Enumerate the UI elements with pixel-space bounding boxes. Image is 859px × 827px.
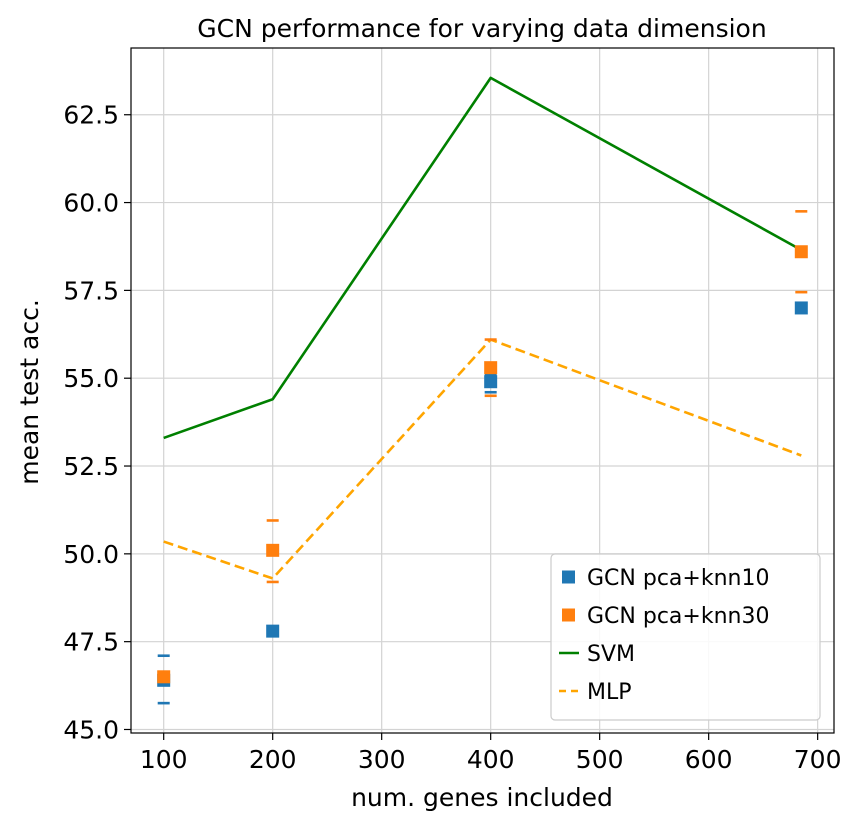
y-tick-label: 62.5 — [63, 101, 119, 130]
data-point-gcn-pca-knn30 — [157, 670, 171, 684]
x-axis-label: num. genes included — [351, 783, 613, 812]
x-tick-label: 300 — [358, 745, 406, 774]
x-tick-label: 400 — [467, 745, 515, 774]
legend-label-svm: SVM — [587, 642, 635, 667]
x-tick-label: 700 — [794, 745, 842, 774]
y-axis-label: mean test acc. — [15, 299, 44, 485]
legend-marker-gcn-pca-knn10 — [562, 570, 575, 584]
legend-box — [550, 553, 821, 721]
y-tick-label: 60.0 — [63, 189, 119, 218]
x-tick-label: 100 — [140, 745, 188, 774]
data-point-gcn-pca-knn30 — [484, 361, 498, 375]
data-point-gcn-pca-knn30 — [794, 245, 808, 259]
legend: GCN pca+knn10 GCN pca+knn30 SVM MLP — [550, 553, 821, 721]
y-tick-label: 52.5 — [63, 452, 119, 481]
legend-label-gcn-pca-knn30: GCN pca+knn30 — [587, 604, 769, 629]
legend-label-mlp: MLP — [587, 680, 632, 705]
y-tick-label: 57.5 — [63, 276, 119, 305]
data-point-gcn-pca-knn10 — [484, 375, 498, 389]
ticks: 100 200 300 400 500 600 700 45.0 47.5 50.0 52.5 55.… — [63, 101, 841, 774]
data-point-gcn-pca-knn30 — [266, 543, 280, 557]
legend-label-gcn-pca-knn10: GCN pca+knn10 — [587, 566, 769, 591]
x-tick-label: 600 — [685, 745, 733, 774]
y-tick-label: 45.0 — [63, 715, 119, 744]
data-point-gcn-pca-knn10 — [266, 624, 280, 638]
x-tick-label: 200 — [249, 745, 297, 774]
data-point-gcn-pca-knn10 — [794, 301, 808, 315]
chart-title: GCN performance for varying data dimensi… — [197, 14, 766, 43]
y-tick-label: 55.0 — [63, 364, 119, 393]
axes-frame — [130, 47, 835, 734]
legend-marker-gcn-pca-knn30 — [562, 608, 575, 622]
y-tick-label: 50.0 — [63, 540, 119, 569]
y-tick-label: 47.5 — [63, 628, 119, 657]
series-line-svm — [163, 76, 802, 440]
series-line-mlp — [163, 338, 802, 580]
x-tick-label: 500 — [576, 745, 624, 774]
plot-area — [157, 76, 808, 705]
